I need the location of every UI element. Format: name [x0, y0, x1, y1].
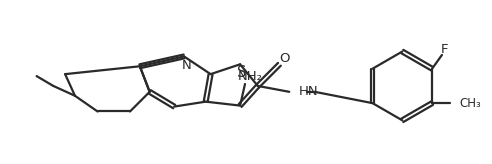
- Text: O: O: [279, 52, 290, 65]
- Text: CH₃: CH₃: [460, 97, 481, 110]
- Text: HN: HN: [299, 85, 319, 98]
- Text: N: N: [182, 59, 192, 72]
- Text: F: F: [441, 43, 449, 56]
- Text: NH₂: NH₂: [238, 70, 262, 83]
- Text: S: S: [237, 65, 247, 80]
